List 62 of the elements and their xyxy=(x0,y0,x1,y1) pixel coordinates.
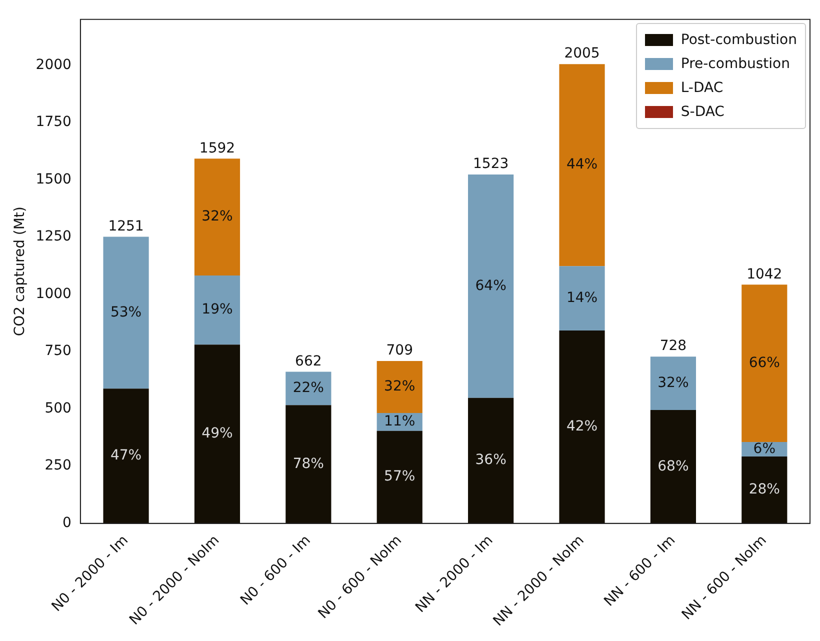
legend-label: L-DAC xyxy=(680,79,724,98)
total-label: 1523 xyxy=(472,156,509,172)
legend-label: Post-combustion xyxy=(680,31,797,50)
total-label: 709 xyxy=(386,342,413,359)
annotation: 32% xyxy=(202,208,233,225)
annotation: 53% xyxy=(110,304,142,320)
annotation: 64% xyxy=(475,278,506,294)
bar xyxy=(742,284,788,442)
bar xyxy=(194,276,240,345)
annotation: 28% xyxy=(748,482,780,498)
annotation: 66% xyxy=(748,354,780,371)
total-label: 728 xyxy=(660,338,687,354)
y-tick-label: 1250 xyxy=(36,228,72,245)
bar xyxy=(559,64,605,266)
bar xyxy=(559,330,605,524)
annotation: 44% xyxy=(566,156,598,173)
bar xyxy=(650,356,696,410)
bar xyxy=(742,456,788,524)
x-tick-label: NN - 600 - Im xyxy=(601,532,679,610)
bar xyxy=(286,405,332,524)
bar xyxy=(286,372,332,406)
bar xyxy=(650,410,696,524)
total-label: 662 xyxy=(295,353,322,370)
annotation: 32% xyxy=(384,378,416,395)
y-tick-label: 0 xyxy=(62,515,72,531)
legend-label: S-DAC xyxy=(680,103,724,122)
y-tick-label: 1500 xyxy=(36,171,72,188)
y-tick-label: 2000 xyxy=(36,56,72,73)
annotation: 78% xyxy=(292,456,324,472)
bar xyxy=(559,266,605,330)
annotation: 32% xyxy=(658,374,689,391)
annotation: 36% xyxy=(475,452,506,468)
total-label: 1251 xyxy=(108,218,144,234)
bar xyxy=(103,388,149,524)
annotation: 57% xyxy=(384,468,416,485)
annotation: 19% xyxy=(202,302,233,318)
legend-label: Pre-combustion xyxy=(680,55,790,74)
total-label: 1042 xyxy=(746,266,782,282)
annotation: 6% xyxy=(753,440,776,457)
y-tick-label: 1750 xyxy=(36,114,72,130)
annotation: 11% xyxy=(384,414,416,430)
total-label: 1592 xyxy=(199,140,236,156)
bar xyxy=(194,344,240,524)
bar xyxy=(468,398,514,524)
bar xyxy=(468,174,514,398)
total-label: 2005 xyxy=(564,46,600,62)
x-tick-label: N0 - 600 - Im xyxy=(238,532,314,609)
y-tick-label: 750 xyxy=(44,343,72,360)
bar xyxy=(376,360,422,413)
annotation: 49% xyxy=(202,426,233,442)
annotation: 42% xyxy=(566,418,598,435)
annotation: 68% xyxy=(658,458,689,474)
annotation: 47% xyxy=(110,448,142,464)
y-tick-label: 250 xyxy=(44,458,72,474)
y-tick-label: 1000 xyxy=(36,286,72,302)
bar xyxy=(376,430,422,524)
bar xyxy=(194,158,240,276)
bar xyxy=(103,236,149,389)
y-axis-title: CO2 captured (Mt) xyxy=(12,206,28,336)
annotation: 14% xyxy=(566,290,598,306)
y-tick-label: 500 xyxy=(44,400,72,416)
annotation: 22% xyxy=(292,380,324,396)
